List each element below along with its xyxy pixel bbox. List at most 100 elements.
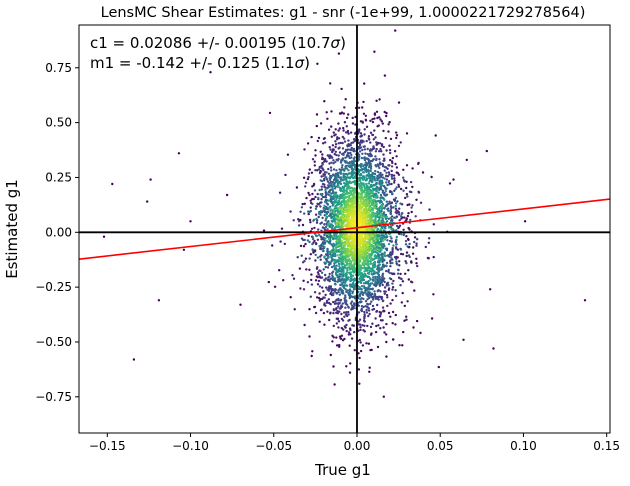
scatter-point bbox=[380, 206, 383, 209]
scatter-point bbox=[366, 305, 369, 309]
scatter-point bbox=[364, 188, 367, 192]
scatter-point bbox=[346, 187, 349, 191]
scatter-point bbox=[331, 293, 335, 297]
scatter-point bbox=[417, 190, 420, 193]
scatter-point bbox=[373, 113, 377, 117]
scatter-point bbox=[332, 237, 335, 240]
scatter-point bbox=[359, 132, 363, 135]
scatter-point bbox=[335, 307, 338, 310]
scatter-point bbox=[385, 269, 388, 273]
scatter-point bbox=[366, 246, 369, 250]
scatter-point bbox=[335, 176, 338, 180]
scatter-point bbox=[318, 320, 321, 323]
scatter-point bbox=[336, 220, 340, 224]
scatter-point bbox=[322, 236, 325, 239]
scatter-point bbox=[338, 270, 341, 273]
scatter-point bbox=[419, 331, 422, 335]
scatter-point bbox=[376, 170, 380, 174]
scatter-point bbox=[378, 174, 381, 178]
scatter-point bbox=[332, 208, 335, 212]
scatter-point bbox=[374, 150, 378, 153]
scatter-point bbox=[371, 226, 374, 229]
scatter-point bbox=[376, 243, 379, 247]
scatter-point bbox=[358, 141, 361, 145]
scatter-point bbox=[352, 206, 356, 209]
scatter-point bbox=[385, 234, 388, 237]
scatter-point bbox=[369, 190, 372, 194]
scatter-point bbox=[306, 142, 310, 145]
scatter-point bbox=[273, 285, 277, 288]
scatter-point bbox=[318, 188, 321, 192]
scatter-point bbox=[583, 299, 587, 302]
scatter-point bbox=[372, 145, 375, 148]
scatter-point bbox=[363, 272, 367, 276]
scatter-point bbox=[364, 300, 368, 303]
scatter-point bbox=[391, 261, 394, 265]
scatter-point bbox=[391, 288, 394, 291]
scatter-point bbox=[225, 193, 229, 197]
scatter-point bbox=[388, 144, 391, 147]
scatter-point bbox=[385, 220, 389, 223]
scatter-point bbox=[352, 302, 356, 305]
scatter-point bbox=[389, 158, 392, 162]
scatter-point bbox=[367, 272, 371, 275]
scatter-point bbox=[326, 117, 329, 121]
scatter-point bbox=[374, 317, 377, 320]
scatter-point bbox=[385, 340, 388, 344]
scatter-point bbox=[331, 340, 334, 343]
scatter-point bbox=[337, 137, 341, 140]
scatter-point bbox=[311, 350, 314, 353]
scatter-point bbox=[332, 308, 335, 311]
scatter-point bbox=[337, 326, 340, 329]
scatter-point bbox=[349, 333, 352, 336]
scatter-point bbox=[344, 296, 347, 299]
scatter-point bbox=[392, 206, 395, 209]
scatter-point bbox=[365, 280, 368, 284]
scatter-point bbox=[376, 256, 379, 260]
scatter-point bbox=[379, 193, 383, 197]
scatter-point bbox=[366, 201, 369, 204]
scatter-point bbox=[338, 307, 341, 310]
scatter-point bbox=[389, 265, 392, 268]
scatter-point bbox=[299, 244, 303, 248]
scatter-point bbox=[321, 248, 324, 252]
scatter-point bbox=[332, 254, 335, 258]
scatter-point bbox=[388, 271, 391, 275]
scatter-point bbox=[344, 131, 348, 134]
scatter-point bbox=[348, 219, 351, 222]
scatter-point bbox=[383, 74, 387, 77]
scatter-point bbox=[307, 191, 310, 195]
scatter-point bbox=[362, 100, 365, 104]
scatter-point bbox=[298, 267, 302, 270]
scatter-point bbox=[360, 290, 363, 293]
scatter-point bbox=[341, 257, 345, 261]
scatter-point bbox=[358, 338, 361, 342]
scatter-point bbox=[393, 256, 397, 259]
scatter-point bbox=[383, 244, 386, 248]
scatter-point bbox=[347, 139, 350, 142]
scatter-point bbox=[402, 168, 405, 171]
scatter-point bbox=[293, 308, 296, 311]
scatter-point bbox=[337, 320, 341, 323]
scatter-point bbox=[339, 141, 342, 145]
scatter-point bbox=[331, 270, 335, 273]
scatter-point bbox=[389, 212, 392, 215]
scatter-point bbox=[359, 229, 362, 232]
scatter-point bbox=[394, 240, 397, 244]
scatter-point bbox=[333, 302, 337, 305]
scatter-point bbox=[315, 242, 318, 246]
scatter-point bbox=[177, 152, 181, 155]
scatter-point bbox=[368, 164, 371, 167]
scatter-point bbox=[405, 217, 408, 220]
scatter-point bbox=[333, 187, 337, 190]
scatter-point bbox=[404, 272, 407, 275]
scatter-point bbox=[308, 308, 311, 311]
scatter-point bbox=[384, 264, 388, 267]
scatter-point bbox=[406, 214, 410, 218]
scatter-point bbox=[315, 217, 318, 221]
scatter-point bbox=[411, 252, 415, 255]
scatter-point bbox=[373, 129, 376, 132]
scatter-point bbox=[376, 174, 379, 178]
scatter-point bbox=[384, 136, 387, 140]
